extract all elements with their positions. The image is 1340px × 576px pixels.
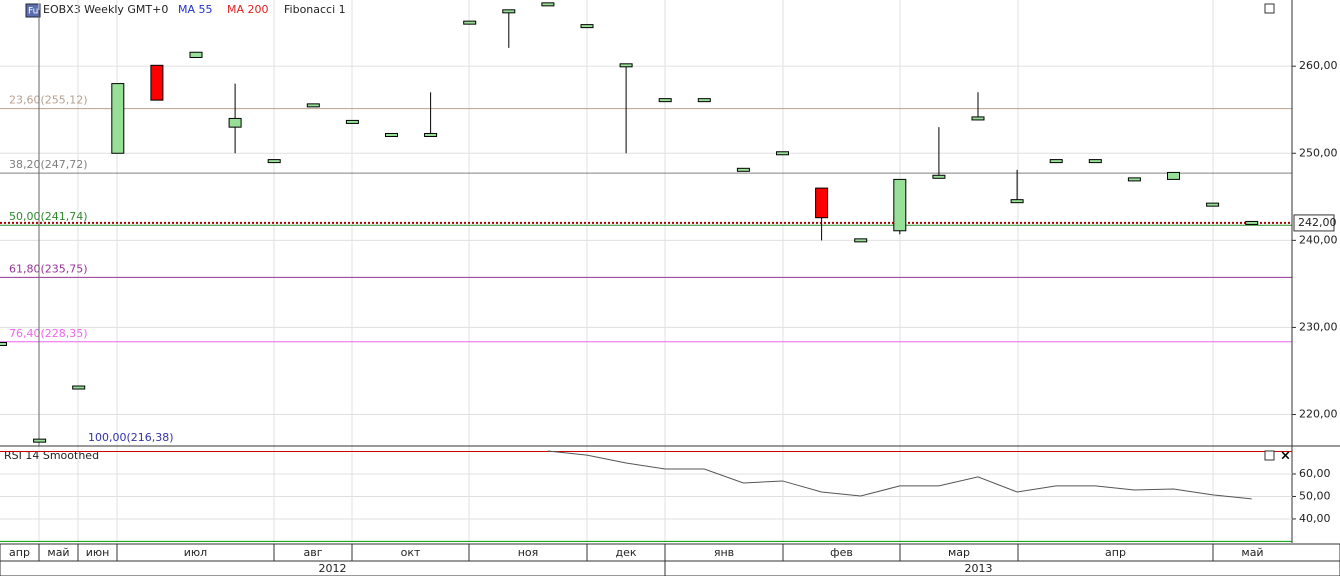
candle-body: [932, 174, 946, 179]
rsi-tick-label: 40,00: [1299, 512, 1331, 525]
y-tick-label: 250,00: [1299, 146, 1338, 159]
month-label: янв: [714, 546, 734, 559]
fib-label: 50,00(241,74): [9, 210, 88, 223]
candle-body: [619, 63, 633, 68]
month-label: ноя: [518, 546, 539, 559]
y-tick-label: 260,00: [1299, 59, 1338, 72]
month-label: фев: [830, 546, 853, 559]
candle-body: [228, 117, 242, 128]
indicator[interactable]: MA 55: [178, 3, 213, 16]
chart-title[interactable]: EOBX3 Weekly GMT+0: [43, 3, 168, 16]
fib-label: 38,20(247,72): [9, 158, 88, 171]
candle-body: [463, 20, 477, 25]
candle-body: [33, 438, 47, 443]
candle-body: [736, 167, 750, 172]
candle-body: [345, 119, 359, 124]
month-label: окт: [401, 546, 421, 559]
y-tick-label: 220,00: [1299, 408, 1338, 421]
candle-body: [697, 98, 711, 103]
close-button: ×: [1280, 449, 1291, 464]
last-price-box: [1293, 214, 1335, 232]
time-axis: [0, 543, 1340, 576]
y-tick-label: 230,00: [1299, 320, 1338, 333]
candle-body: [306, 103, 320, 108]
year-label: 2013: [965, 562, 993, 575]
month-label: июл: [184, 546, 207, 559]
candle-body: [1049, 159, 1063, 164]
fib-label: 61,80(235,75): [9, 262, 88, 275]
last-price-label: 242,00: [1298, 216, 1337, 229]
candle-body: [150, 64, 164, 101]
rsi-tick-label: 60,00: [1299, 467, 1331, 480]
year-label: 2012: [319, 562, 347, 575]
window-button: [1264, 450, 1275, 461]
month-label: авг: [303, 546, 322, 559]
month-label: мар: [948, 546, 970, 559]
month-label: апр: [9, 546, 30, 559]
candle-body: [502, 9, 516, 14]
candle-body: [424, 132, 438, 137]
month-label: май: [47, 546, 69, 559]
candle-body: [1167, 171, 1180, 180]
candle-body: [541, 2, 555, 7]
month-label: июн: [86, 546, 110, 559]
candle-body: [0, 341, 7, 346]
candle-body: [1206, 202, 1220, 207]
candle-body: [893, 178, 907, 232]
window-button: [1264, 3, 1275, 14]
candle-body: [1088, 159, 1102, 164]
candle-body: [776, 151, 789, 156]
candle-body: [580, 24, 594, 29]
indicator[interactable]: MA 200: [227, 3, 269, 16]
candle-body: [72, 385, 86, 390]
rsi-tick-label: 50,00: [1299, 489, 1331, 502]
badge-box: [25, 3, 41, 18]
candle-body: [189, 51, 203, 58]
rsi-title[interactable]: RSI 14 Smoothed: [4, 449, 99, 462]
badge: Fu: [28, 7, 38, 17]
y-tick-label: 240,00: [1299, 233, 1338, 246]
candle-body: [658, 98, 672, 103]
month-label: дек: [615, 546, 636, 559]
candle-body: [267, 159, 281, 164]
rsi-line: [547, 450, 1252, 500]
fib-label: 23,60(255,12): [9, 94, 88, 107]
candle-body: [1010, 199, 1024, 204]
candle-body: [815, 187, 829, 219]
candle-body: [111, 83, 125, 154]
candle-body: [971, 116, 985, 121]
month-label: май: [1241, 546, 1263, 559]
indicator[interactable]: Fibonacci 1: [284, 3, 346, 16]
candle-body: [1127, 177, 1141, 182]
fib-label: 76,40(228,35): [9, 327, 88, 340]
month-label: апр: [1105, 546, 1126, 559]
candle-body: [854, 238, 868, 243]
fib-label: 100,00(216,38): [88, 431, 174, 444]
candle-body: [1245, 220, 1259, 225]
candle-body: [385, 132, 398, 137]
